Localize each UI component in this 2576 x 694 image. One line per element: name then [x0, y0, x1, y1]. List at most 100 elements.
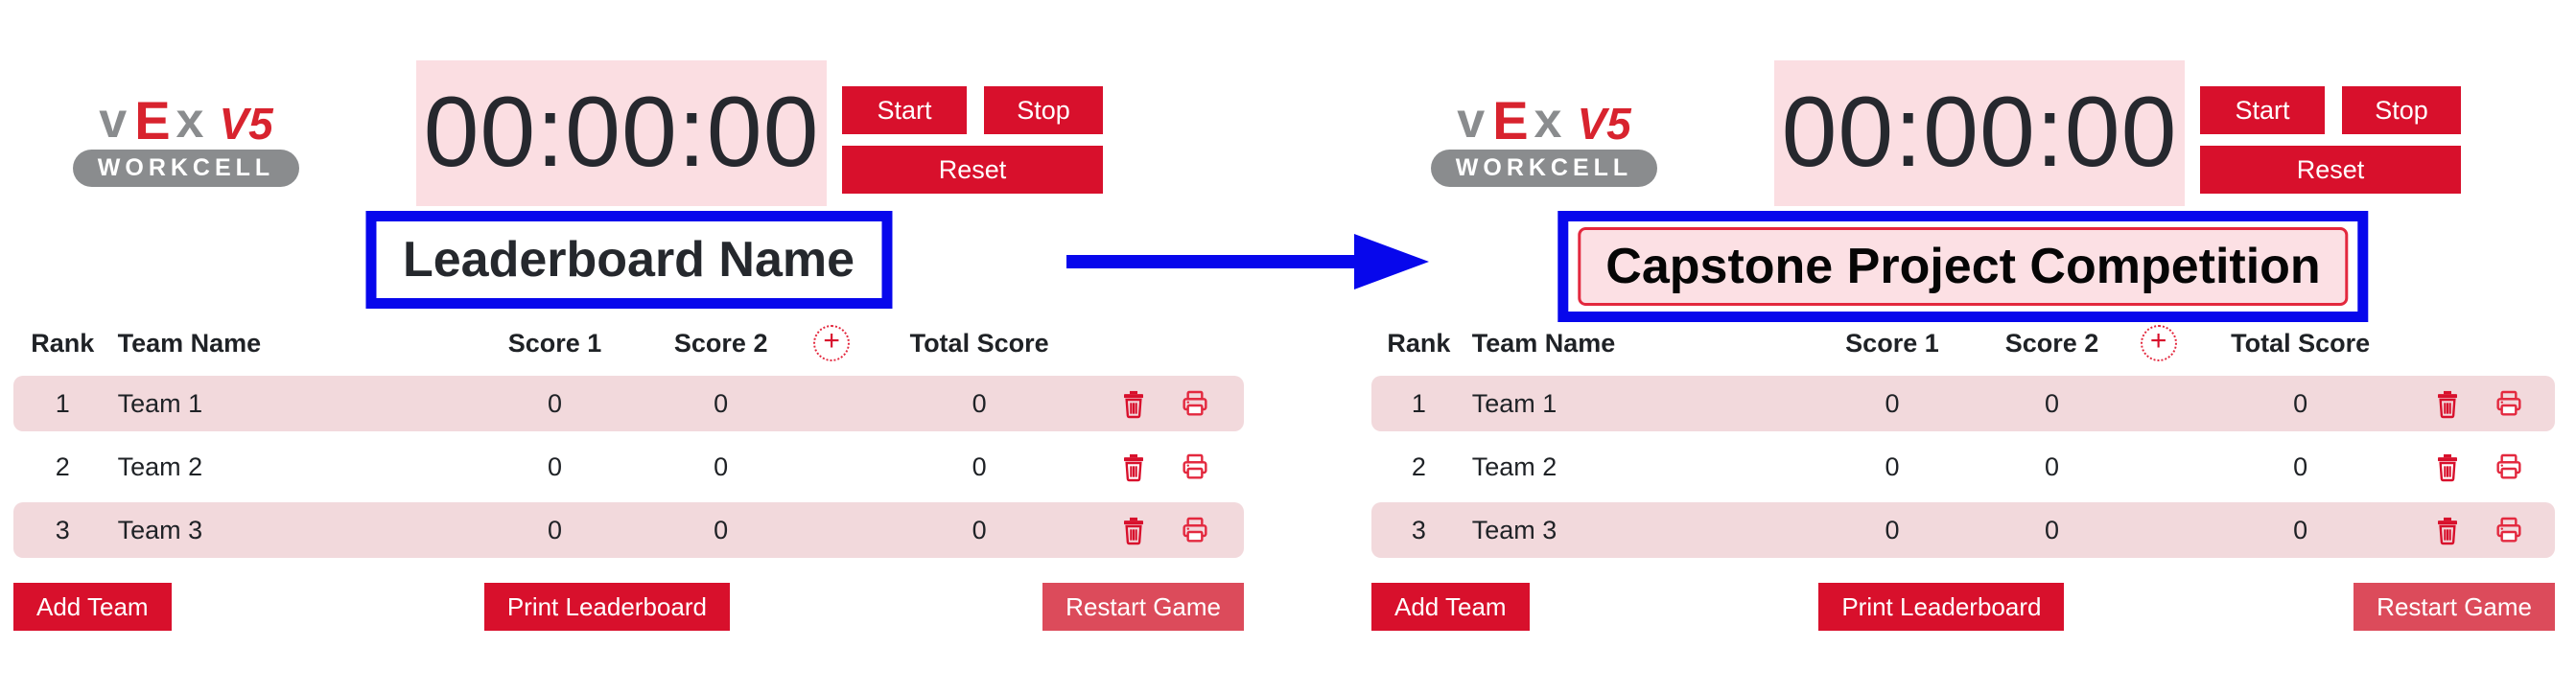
delete-team-button[interactable] [1117, 451, 1150, 483]
score1-cell[interactable]: 0 [547, 515, 562, 544]
start-button[interactable]: Start [2200, 86, 2325, 134]
trash-icon [1123, 390, 1143, 419]
add-team-button[interactable]: Add Team [13, 583, 172, 631]
delete-team-button[interactable] [2431, 514, 2464, 546]
score1-header: Score 1 [507, 328, 602, 358]
rank-header: Rank [1387, 328, 1451, 358]
rank-cell: 1 [1411, 388, 1426, 418]
rank-cell: 3 [1411, 515, 1426, 544]
print-team-button[interactable] [1179, 514, 1211, 546]
rank-cell: 2 [55, 451, 70, 481]
print-team-button[interactable] [1179, 451, 1211, 483]
team-name-cell[interactable]: Team 1 [117, 388, 203, 418]
delete-team-button[interactable] [2431, 451, 2464, 483]
total-score-cell: 0 [2293, 515, 2308, 544]
table-header-row: Rank Team Name Score 1 Score 2 + Total S… [13, 322, 1244, 364]
print-leaderboard-button[interactable]: Print Leaderboard [1818, 583, 2065, 631]
printer-icon [2496, 390, 2521, 416]
print-team-button[interactable] [2493, 451, 2525, 483]
stop-button[interactable]: Stop [2342, 86, 2461, 134]
score1-cell[interactable]: 0 [547, 451, 562, 481]
timer-display: 00:00:00 [1774, 60, 2185, 206]
leaderboard-table: Rank Team Name Score 1 Score 2 + Total S… [1371, 322, 2555, 558]
delete-team-button[interactable] [1117, 387, 1150, 420]
print-leaderboard-button[interactable]: Print Leaderboard [483, 583, 730, 631]
print-team-button[interactable] [2493, 387, 2525, 420]
rank-cell: 3 [55, 515, 70, 544]
leaderboard-name-input[interactable]: Leaderboard Name [402, 232, 855, 288]
rank-cell: 2 [1411, 451, 1426, 481]
restart-game-button[interactable]: Restart Game [2354, 583, 2555, 631]
leaderboard-panel-before: v E x V5 WORKCELL 00:00:00 Start Stop Re… [13, 0, 1244, 694]
timer-display: 00:00:00 [416, 60, 827, 206]
plus-icon: + [2149, 325, 2167, 357]
logo-v5-badge: V5 [219, 99, 273, 149]
score1-cell[interactable]: 0 [1885, 451, 1900, 481]
footer-actions: Add Team Print Leaderboard Restart Game [1371, 583, 2555, 631]
score1-header: Score 1 [1845, 328, 1939, 358]
add-team-button[interactable]: Add Team [1371, 583, 1530, 631]
table-row: 3 Team 3 0 0 0 [1371, 502, 2555, 558]
delete-team-button[interactable] [2431, 387, 2464, 420]
total-score-cell: 0 [972, 515, 987, 544]
total-score-cell: 0 [972, 451, 987, 481]
start-button[interactable]: Start [842, 86, 967, 134]
print-team-button[interactable] [1179, 387, 1211, 420]
score2-cell[interactable]: 0 [714, 388, 729, 418]
footer-actions: Add Team Print Leaderboard Restart Game [13, 583, 1244, 631]
score2-cell[interactable]: 0 [714, 515, 729, 544]
leaderboard-name-highlight-box: Leaderboard Name [364, 211, 893, 309]
printer-icon [1183, 517, 1207, 543]
restart-game-button[interactable]: Restart Game [1042, 583, 1244, 631]
logo-letter-v: v [99, 93, 129, 149]
delete-team-button[interactable] [1117, 514, 1150, 546]
logo-letter-x: x [176, 93, 206, 149]
trash-icon [1123, 453, 1143, 482]
leaderboard-panel-after: v E x V5 WORKCELL 00:00:00 Start Stop Re… [1371, 0, 2555, 694]
vex-v5-logo-text: v E x V5 [1431, 90, 1657, 150]
add-score-column-button[interactable]: + [813, 325, 851, 361]
leaderboard-table: Rank Team Name Score 1 Score 2 + Total S… [13, 322, 1244, 558]
workcell-pill: WORKCELL [1431, 150, 1657, 187]
score1-cell[interactable]: 0 [547, 388, 562, 418]
score2-header: Score 2 [2004, 328, 2099, 358]
leaderboard-name-input[interactable]: Capstone Project Competition [1578, 227, 2349, 306]
table-row: 2 Team 2 0 0 0 [13, 439, 1244, 495]
logo-letter-e: E [1492, 90, 1529, 150]
team-name-cell[interactable]: Team 1 [1471, 388, 1557, 418]
leaderboard-name-highlight-box: Capstone Project Competition [1557, 211, 2369, 322]
team-name-cell[interactable]: Team 3 [117, 515, 203, 544]
vex-v5-logo-text: v E x V5 [73, 90, 299, 150]
total-score-header: Total Score [2231, 328, 2371, 358]
table-row: 3 Team 3 0 0 0 [13, 502, 1244, 558]
vex-v5-workcell-logo: v E x V5 WORKCELL [73, 92, 299, 187]
team-name-header: Team Name [1471, 328, 1616, 358]
total-score-cell: 0 [2293, 451, 2308, 481]
plus-icon: + [823, 325, 840, 357]
vex-v5-workcell-logo: v E x V5 WORKCELL [1431, 92, 1657, 187]
print-team-button[interactable] [2493, 514, 2525, 546]
score1-cell[interactable]: 0 [1885, 515, 1900, 544]
stop-button[interactable]: Stop [984, 86, 1103, 134]
add-score-column-button[interactable]: + [2140, 325, 2177, 361]
team-name-header: Team Name [117, 328, 262, 358]
score2-cell[interactable]: 0 [2045, 388, 2060, 418]
score2-cell[interactable]: 0 [2045, 515, 2060, 544]
reset-button[interactable]: Reset [842, 146, 1103, 194]
score2-cell[interactable]: 0 [714, 451, 729, 481]
logo-letter-x: x [1534, 93, 1564, 149]
total-score-cell: 0 [2293, 388, 2308, 418]
trash-icon [1123, 517, 1143, 545]
reset-button[interactable]: Reset [2200, 146, 2461, 194]
table-header-row: Rank Team Name Score 1 Score 2 + Total S… [1371, 322, 2555, 364]
total-score-header: Total Score [909, 328, 1049, 358]
logo-letter-e: E [134, 90, 171, 150]
printer-icon [1183, 390, 1207, 416]
score1-cell[interactable]: 0 [1885, 388, 1900, 418]
table-row: 1 Team 1 0 0 0 [13, 376, 1244, 431]
score2-cell[interactable]: 0 [2045, 451, 2060, 481]
team-name-cell[interactable]: Team 2 [1471, 451, 1557, 481]
team-name-cell[interactable]: Team 3 [1471, 515, 1557, 544]
team-name-cell[interactable]: Team 2 [117, 451, 203, 481]
total-score-cell: 0 [972, 388, 987, 418]
